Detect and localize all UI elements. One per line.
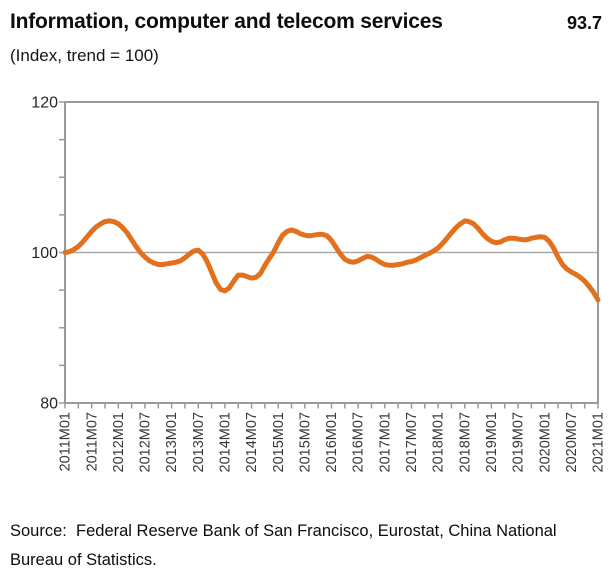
x-axis-label: 2015M01 [271, 412, 287, 472]
x-axis-label: 2014M01 [218, 412, 234, 472]
source-line-2: Bureau of Statistics. [10, 551, 157, 569]
y-axis-label: 80 [40, 396, 58, 413]
y-axis-label: 100 [31, 245, 58, 262]
x-axis-label: 2016M01 [324, 412, 340, 472]
x-axis-label: 2012M01 [111, 412, 127, 472]
x-axis-label: 2015M07 [298, 412, 314, 472]
x-axis-label: 2014M07 [244, 412, 260, 472]
x-axis-label: 2017M07 [404, 412, 420, 472]
latest-value-label: 93.7 [566, 13, 602, 33]
source-line-1: Source: Federal Reserve Bank of San Fran… [10, 522, 557, 540]
chart-title: Information, computer and telecom servic… [10, 10, 443, 33]
x-axis-label: 2017M01 [377, 412, 393, 472]
x-axis-label: 2011M07 [84, 412, 100, 471]
x-axis-label: 2019M07 [511, 412, 527, 472]
chart-header: Information, computer and telecom servic… [10, 10, 602, 38]
x-axis-label: 2020M01 [537, 412, 553, 472]
x-axis-label: 2018M01 [431, 412, 447, 472]
y-axis-label: 120 [31, 95, 58, 112]
x-axis-label: 2021M01 [591, 412, 607, 472]
x-axis-label: 2020M07 [564, 412, 580, 472]
x-axis-label: 2011M01 [58, 412, 74, 471]
line-chart: 80 100 120 2011M01 2011M07 2012M01 2012M07 2013… [31, 95, 607, 473]
x-axis-label: 2012M07 [138, 412, 154, 472]
x-axis-label: 2018M07 [457, 412, 473, 472]
x-axis-label: 2016M07 [351, 412, 367, 472]
x-axis-label: 2019M01 [484, 412, 500, 472]
source-note: Source: Federal Reserve Bank of San Fran… [10, 517, 604, 575]
x-axis-label: 2013M01 [164, 412, 180, 472]
index-line [62, 218, 601, 303]
chart-subtitle: (Index, trend = 100) [10, 46, 159, 65]
x-axis-label: 2013M07 [191, 412, 207, 472]
